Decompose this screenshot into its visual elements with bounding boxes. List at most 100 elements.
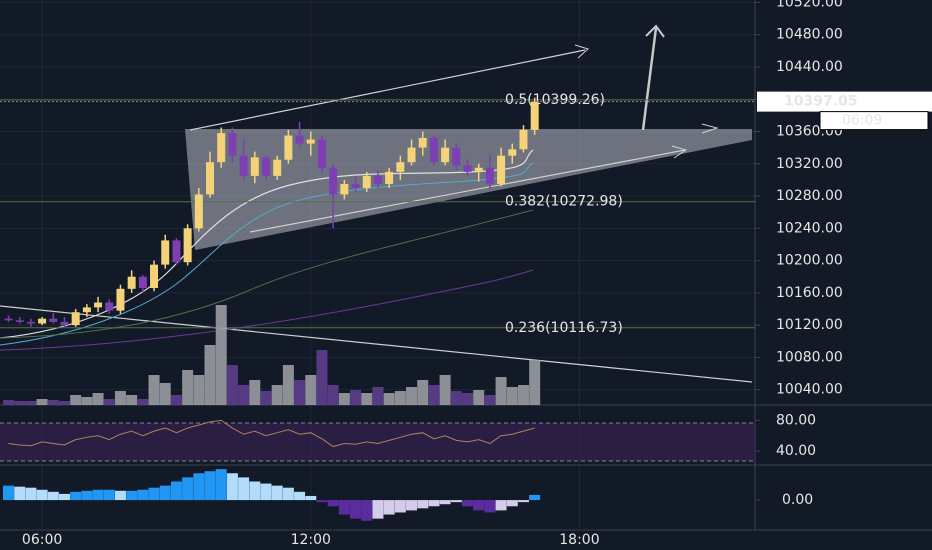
volume-bar [114,391,126,405]
arrow-head [671,145,688,159]
fib-label: 0.382(10272.98) [505,194,623,210]
macd-bar [81,490,93,501]
candle-body [250,157,259,176]
volume-bar [81,397,93,405]
volume-bar [14,401,26,405]
countdown-label: 06:09 [842,113,882,129]
macd-bar [103,489,115,501]
macd-tick-label: 0.00 [782,492,813,508]
candle-body [228,133,237,156]
candle-body [441,147,450,163]
volume-bar [260,391,272,405]
macd-bar [517,500,529,503]
volume-bar [462,393,474,405]
y-tick-label: 10280.00 [776,188,843,204]
rsi-tick-label: 40.00 [776,443,816,459]
y-tick-label: 10200.00 [776,253,843,269]
volume-bar [484,395,496,405]
candle-body [452,147,461,166]
macd-bar [148,487,160,501]
volume-bar [417,380,429,405]
volume-bar [450,391,462,405]
volume-bar [36,399,48,405]
volume-bar [3,400,15,405]
candle-body [530,101,539,130]
candle-body [261,157,270,176]
volume-bar [305,375,317,405]
countdown-box [819,111,929,131]
moving-average [0,209,534,339]
trend-line [249,149,686,233]
trend-line [0,305,753,383]
macd-bar [226,473,238,501]
macd-bar [462,500,474,507]
y-tick-label: 10040.00 [776,382,843,398]
volume-bar [383,393,395,405]
macd-bar [372,500,384,519]
macd-bar [450,500,462,503]
candle-body [194,194,203,229]
candle-body [329,167,338,195]
volume-bar [327,385,339,405]
macd-bar [137,489,149,501]
candle-body [295,135,304,144]
macd-bar [294,491,306,501]
arrow-head [645,24,665,38]
y-tick-label: 10480.00 [776,27,843,43]
rsi-line [8,419,535,448]
candle-body [273,159,282,176]
macd-bar [238,477,250,501]
macd-bar [428,500,440,507]
candle-body [26,321,35,324]
macd-bar [47,491,59,501]
candle-body [396,162,405,172]
candle-body [60,321,69,326]
candle-body [206,162,215,195]
candle-body [217,133,226,163]
macd-bar [170,481,182,501]
candle-body [71,312,80,326]
volume-bar [137,399,149,405]
volume-bar [193,375,205,405]
macd-bar [282,487,294,501]
macd-bar [383,500,395,515]
volume-bar [495,377,507,405]
rsi-tick-label: 80.00 [776,412,816,428]
macd-bar [36,489,48,501]
candle-body [150,264,159,289]
last-price-label: 10397.05 [784,94,858,110]
volume-bar [282,365,294,405]
candle-body [49,318,58,322]
candle-body [172,240,181,263]
fib-label: 0.5(10399.26) [505,92,605,108]
candle-body [183,228,192,263]
volume-bar [204,345,216,405]
macd-bar [394,500,406,513]
macd-bar [327,500,339,507]
macd-bar [58,493,70,501]
volume-bar [506,387,518,405]
macd-bar [25,487,37,501]
macd-bar [215,469,227,501]
volume-bar [372,387,384,405]
volume-bar [529,360,541,405]
candle-body [94,302,103,308]
volume-bar [92,393,104,405]
volume-bar [406,387,418,405]
candle-body [82,307,91,313]
macd-bar [417,500,429,509]
last-price-box [757,91,932,112]
macd-bar [249,481,261,501]
macd-bar [114,490,126,501]
moving-average [0,269,534,351]
volume-bar [170,395,182,405]
volume-bar [338,393,350,405]
candle-body [508,149,517,156]
macd-bar [182,477,194,501]
volume-bar [226,365,238,405]
macd-bar [193,473,205,501]
candle-body [105,302,114,311]
candle-body [317,139,326,168]
candle-body [497,155,506,184]
